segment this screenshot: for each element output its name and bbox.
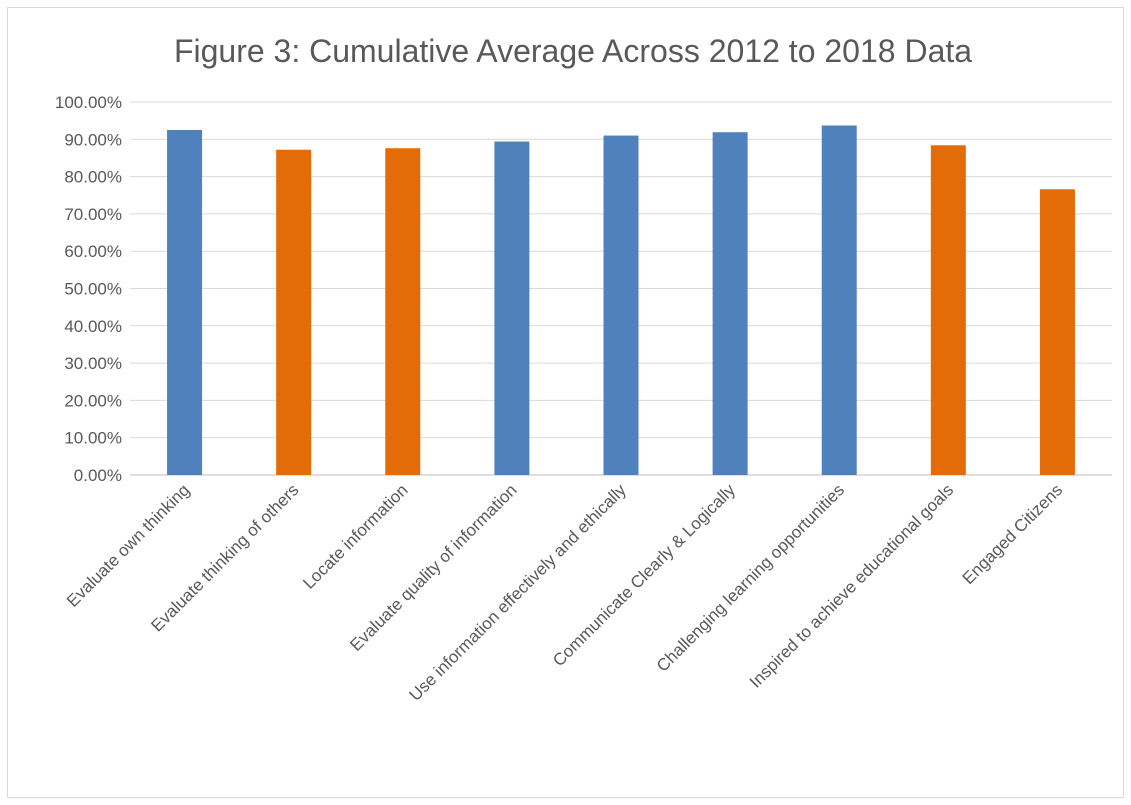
y-tick-label: 50.00% bbox=[64, 280, 122, 299]
x-category-label: Engaged Citizens bbox=[959, 480, 1067, 588]
y-tick-label: 100.00% bbox=[55, 93, 122, 112]
bars bbox=[167, 125, 1075, 476]
y-tick-label: 30.00% bbox=[64, 354, 122, 373]
bar bbox=[494, 141, 530, 475]
x-category-label: Inspired to achieve educational goals bbox=[746, 480, 957, 691]
y-tick-label: 20.00% bbox=[64, 391, 122, 410]
y-tick-label: 10.00% bbox=[64, 429, 122, 448]
bar bbox=[603, 135, 639, 475]
x-category-label: Evaluate own thinking bbox=[63, 480, 193, 610]
x-category-label: Challenging learning opportunities bbox=[653, 480, 848, 675]
chart-title: Figure 3: Cumulative Average Across 2012… bbox=[174, 33, 972, 69]
x-category-label: Communicate Clearly & Logically bbox=[549, 480, 739, 670]
y-axis-tick-labels: 0.00% 10.00% 20.00% 30.00% 40.00% 50.00% 60.00… bbox=[55, 93, 122, 485]
bar bbox=[385, 148, 421, 475]
bar bbox=[276, 149, 312, 475]
bar bbox=[821, 125, 857, 476]
y-tick-label: 0.00% bbox=[74, 466, 122, 485]
y-tick-label: 60.00% bbox=[64, 242, 122, 261]
bar bbox=[712, 132, 748, 475]
bar bbox=[167, 129, 203, 475]
x-category-label: Use information effectively and ethicall… bbox=[405, 480, 630, 705]
bar bbox=[1039, 189, 1075, 476]
y-tick-label: 70.00% bbox=[64, 205, 122, 224]
y-tick-label: 80.00% bbox=[64, 168, 122, 187]
bar bbox=[930, 145, 966, 475]
y-tick-label: 90.00% bbox=[64, 130, 122, 149]
y-tick-label: 40.00% bbox=[64, 317, 122, 336]
x-category-label: Locate information bbox=[299, 480, 411, 592]
